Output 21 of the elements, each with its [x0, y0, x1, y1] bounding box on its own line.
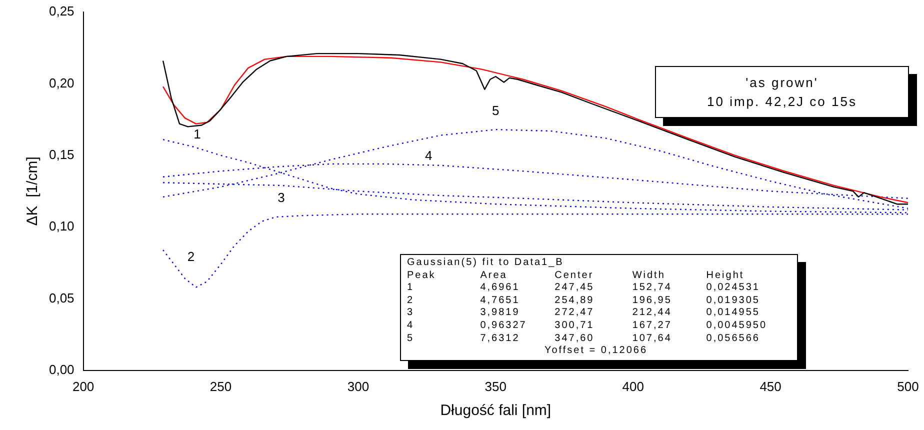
series-label: 3	[278, 190, 285, 206]
y-tick-label: 0,10	[48, 218, 74, 234]
series-label: 1	[194, 126, 201, 142]
y-tick-label: 0,25	[48, 4, 74, 19]
y-tick-label: 0,00	[48, 362, 74, 377]
x-tick-label: 200	[72, 378, 94, 394]
series-label: 4	[425, 148, 432, 163]
series-label: 5	[492, 103, 500, 118]
x-tick-label: 350	[484, 378, 506, 394]
x-tick-label: 250	[210, 378, 232, 394]
y-tick-label: 0,20	[48, 75, 74, 90]
series-label: 2	[187, 248, 195, 264]
x-tick-label: 500	[897, 378, 919, 394]
y-axis-title: ΔK [1/cm]	[24, 156, 42, 226]
annotation: 'as grown' 10 imp. 42,2J co 15s	[706, 74, 858, 111]
y-tick-label: 0,15	[48, 146, 74, 162]
x-tick-label: 400	[622, 378, 644, 394]
x-axis-title: Długość fali [nm]	[440, 402, 552, 420]
x-tick-label: 300	[347, 378, 370, 394]
x-tick-label: 450	[760, 378, 782, 394]
y-tick-label: 0,05	[48, 290, 74, 306]
